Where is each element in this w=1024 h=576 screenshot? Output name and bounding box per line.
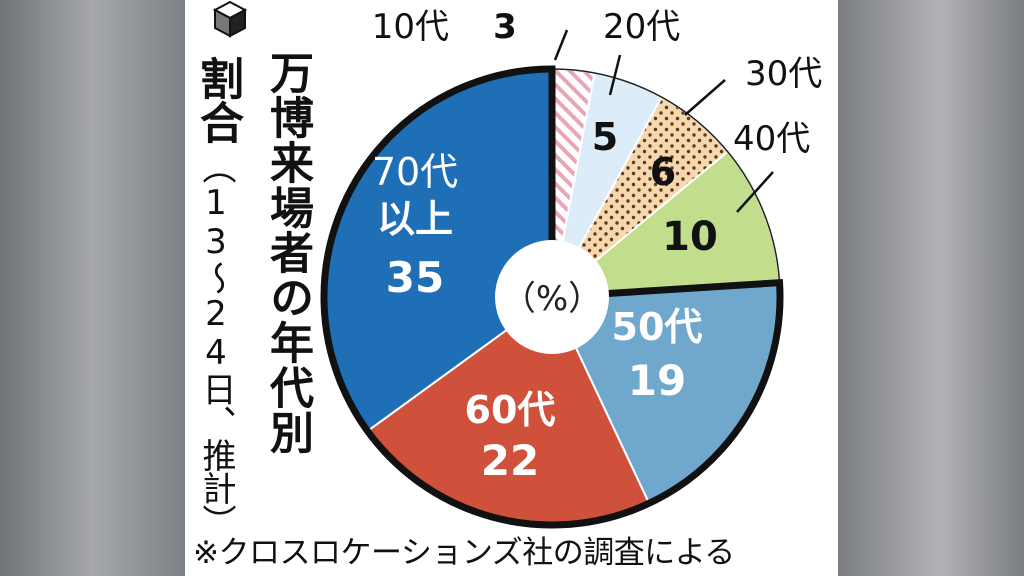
slice-value-5: 19 — [628, 356, 686, 405]
slice-label-5: 50代 — [612, 305, 703, 349]
leader-line-4 — [736, 171, 774, 213]
chart-subtitle: （13～24日、推計） — [196, 150, 236, 537]
chart-title-part1: 万博来場者の年代別 — [262, 50, 313, 455]
background-right — [838, 0, 1024, 576]
leader-line-3 — [684, 79, 726, 116]
slice-value-3: 6 — [650, 150, 676, 194]
leader-line-1 — [553, 29, 569, 61]
slice-label-7-line1: 70代 — [372, 150, 458, 194]
slice-label-7-line2: 以上 — [377, 197, 453, 241]
chart-title-part2: 割合 — [192, 56, 243, 144]
slice-label-1: 10代 — [372, 7, 449, 47]
slice-value-1: 3 — [493, 7, 517, 47]
leader-line-2 — [608, 54, 622, 96]
slice-value-6: 22 — [481, 436, 539, 485]
slice-label-2: 20代 — [603, 7, 680, 47]
chart-panel: 万博来場者の年代別 割合 （13～24日、推計） 10代 3 20代 5 30代 6 40代… — [185, 0, 838, 576]
slice-value-2: 5 — [592, 115, 618, 159]
highlighted-slices-outline — [320, 65, 784, 529]
center-hole — [495, 240, 609, 354]
cube-icon — [213, 0, 247, 38]
source-footnote: ※クロスロケーションズ社の調査による — [193, 535, 735, 571]
slice-label-4: 40代 — [733, 119, 810, 159]
background-left — [0, 0, 185, 576]
center-unit-label: （%） — [502, 279, 602, 319]
slice-label-6: 60代 — [465, 388, 556, 432]
slice-label-3: 30代 — [745, 54, 822, 94]
slice-value-7: 35 — [386, 253, 444, 302]
slice-value-4: 10 — [662, 214, 718, 260]
minor-slices-outline — [551, 68, 781, 298]
